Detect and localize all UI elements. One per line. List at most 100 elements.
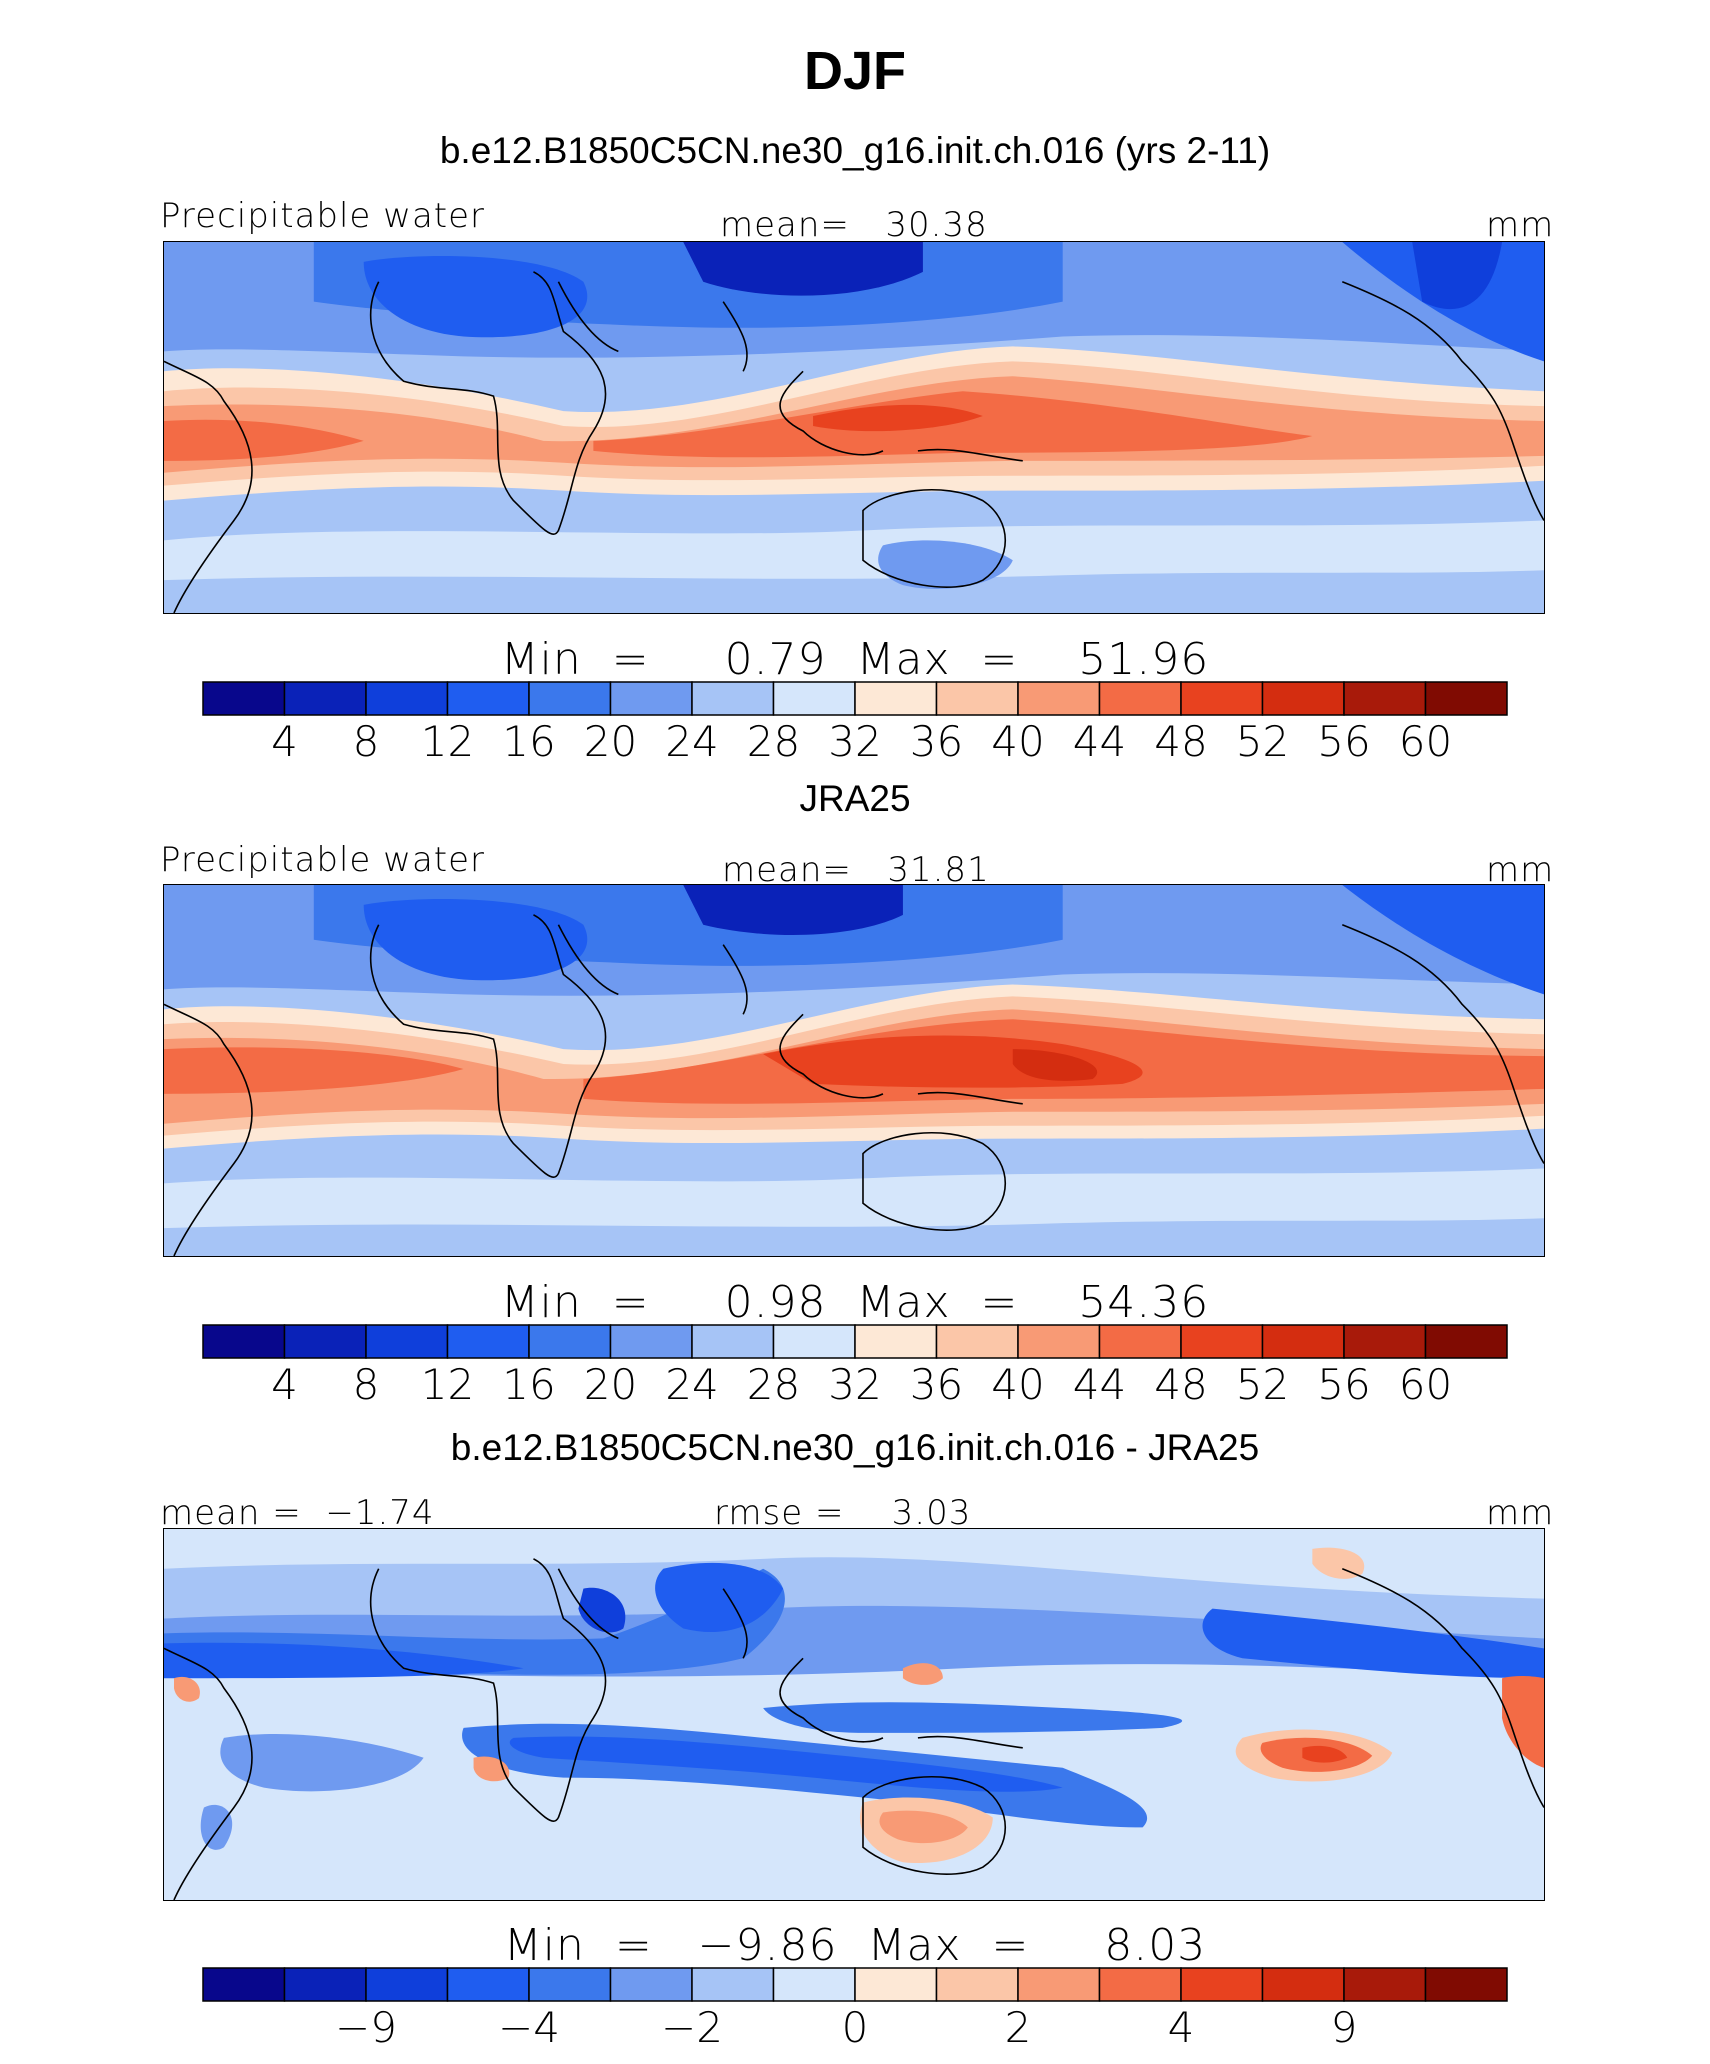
panel1-colorbar-boxes (202, 681, 1508, 716)
panel1-map (163, 241, 1545, 614)
panel2-colorbar-tick-label: 44 (1072, 1360, 1127, 1409)
panel3-colorbar-box (1180, 1967, 1264, 2002)
panel2-min-label: Min = (500, 1277, 650, 1328)
panel1-colorbar-box (283, 681, 367, 716)
panel3-colorbar-box (691, 1967, 775, 2002)
panel3-colorbar-box (365, 1967, 449, 2002)
panel2-colorbar-box (1098, 1324, 1182, 1359)
panel1-variable-label: Precipitable water (160, 196, 486, 236)
panel2-colorbar-tick-label: 24 (665, 1360, 719, 1409)
panel1-minmax: Min = 0.79 Max = 51.96 (0, 634, 1710, 685)
panel2-colorbar-box (1261, 1324, 1345, 1359)
panel3-colorbar-tick-label: 9 (1330, 2003, 1358, 2052)
panel2-colorbar-box (609, 1324, 693, 1359)
panel1-colorbar-tick-label: 32 (828, 717, 882, 766)
panel1-min-value: 0.79 (724, 634, 827, 685)
panel3-map (163, 1528, 1545, 1901)
panel3-colorbar-tick-label: −2 (661, 2003, 723, 2052)
panel3-minmax: Min = −9.86 Max = 8.03 (0, 1920, 1710, 1971)
panel3-colorbar-box (935, 1967, 1019, 2002)
panel1-colorbar-box (1343, 681, 1427, 716)
panel3-field (164, 1529, 1544, 1900)
panel3-max-label: Max = (867, 1920, 1030, 1971)
panel3-colorbar-box (202, 1967, 286, 2002)
panel2-colorbar-tick-label: 32 (828, 1360, 882, 1409)
panel3-colorbar-ticks: −9 −4 −2 0 2 4 9 (203, 2003, 1507, 2052)
panel2-colorbar-tick-label: 40 (991, 1360, 1045, 1409)
panel2-mean: mean= 31.81 (722, 850, 990, 890)
panel2-colorbar-tick-label: 12 (420, 1360, 475, 1409)
panel1-max-label: Max = (856, 634, 1019, 685)
panel1-colorbar-tick-label: 36 (909, 717, 964, 766)
panel3-mean-label: mean = (160, 1493, 302, 1533)
panel1-colorbar-tick-label: 12 (420, 717, 475, 766)
panel2-units: mm (1486, 850, 1555, 890)
panel3-colorbar-box (1098, 1967, 1182, 2002)
panel3-mean-value: −1.74 (325, 1493, 435, 1533)
panel3-units: mm (1486, 1493, 1555, 1533)
panel1-title: b.e12.B1850C5CN.ne30_g16.init.ch.016 (yr… (439, 130, 1271, 171)
panel1-colorbar-box (1017, 681, 1101, 716)
panel1-units: mm (1486, 205, 1555, 245)
panel1-colorbar-tick-label: 8 (352, 717, 380, 766)
panel2-colorbar-tick-label: 48 (1154, 1360, 1208, 1409)
panel2-max-label: Max = (856, 1277, 1019, 1328)
panel2-mean-label: mean= (722, 850, 852, 890)
panel1-colorbar-tick-label: 56 (1317, 717, 1371, 766)
panel2-colorbar-tick-label: 4 (271, 1360, 298, 1409)
panel1-colorbar-box (1180, 681, 1264, 716)
panel1-colorbar (202, 681, 1508, 716)
panel2-colorbar-tick-label: 36 (909, 1360, 964, 1409)
panel1-colorbar-ticks: 4 8 12 16 20 24 28 32 36 40 44 48 52 56 60 (203, 717, 1507, 766)
panel3-rmse-label: rmse = (714, 1493, 845, 1533)
panel1-colorbar-tick-label: 28 (746, 717, 801, 766)
panel3-colorbar-box (446, 1967, 530, 2002)
panel1-colorbar-box (202, 681, 286, 716)
panel3-min-value: −9.86 (697, 1920, 838, 1971)
panel3-colorbar-tick-label: 2 (1004, 2003, 1032, 2052)
panel2-colorbar-box (446, 1324, 530, 1359)
panel1-max-value: 51.96 (1078, 634, 1210, 685)
panel3-rmse-value: 3.03 (891, 1493, 972, 1533)
panel3-colorbar (202, 1967, 1508, 2002)
panel2-colorbar-box (202, 1324, 286, 1359)
panel3-colorbar-box (1424, 1967, 1508, 2002)
panel2-colorbar (202, 1324, 1508, 1359)
figure-title: DJF (803, 41, 906, 101)
panel1-colorbar-box (772, 681, 856, 716)
panel1-mean-value: 30.38 (885, 205, 988, 245)
panel1-colorbar-box (691, 681, 775, 716)
panel1-colorbar-box (1424, 681, 1508, 716)
panel3-title: b.e12.B1850C5CN.ne30_g16.init.ch.016 - J… (450, 1427, 1260, 1468)
panel2-colorbar-boxes (202, 1324, 1508, 1359)
panel2-colorbar-tick-label: 8 (352, 1360, 380, 1409)
panel1-colorbar-tick-label: 20 (583, 717, 638, 766)
panel2-colorbar-tick-label: 60 (1398, 1360, 1453, 1409)
panel1-field (164, 242, 1544, 613)
panel3-colorbar-box (1343, 1967, 1427, 2002)
panel1-colorbar-box (528, 681, 612, 716)
panel3-colorbar-tick-label: −9 (335, 2003, 397, 2052)
panel2-colorbar-box (691, 1324, 775, 1359)
panel1-colorbar-tick-label: 52 (1235, 717, 1290, 766)
panel3-colorbar-box (528, 1967, 612, 2002)
panel1-colorbar-tick-label: 4 (271, 717, 298, 766)
panel3-colorbar-box (1017, 1967, 1101, 2002)
panel3-colorbar-box (1261, 1967, 1345, 2002)
panel3-colorbar-box (854, 1967, 938, 2002)
panel1-colorbar-box (854, 681, 938, 716)
panel2-colorbar-box (935, 1324, 1019, 1359)
panel2-colorbar-tick-label: 20 (583, 1360, 638, 1409)
panel2-colorbar-box (365, 1324, 449, 1359)
panel2-colorbar-tick-label: 56 (1317, 1360, 1371, 1409)
panel3-colorbar-box (283, 1967, 367, 2002)
panel2-colorbar-box (1343, 1324, 1427, 1359)
panel2-variable-label: Precipitable water (160, 840, 486, 880)
panel1-colorbar-box (446, 681, 530, 716)
panel1-min-label: Min = (500, 634, 650, 685)
panel1-colorbar-box (365, 681, 449, 716)
panel2-colorbar-box (1424, 1324, 1508, 1359)
panel1-mean-label: mean= (720, 205, 850, 245)
panel1-colorbar-tick-label: 24 (665, 717, 719, 766)
panel1-colorbar-box (609, 681, 693, 716)
